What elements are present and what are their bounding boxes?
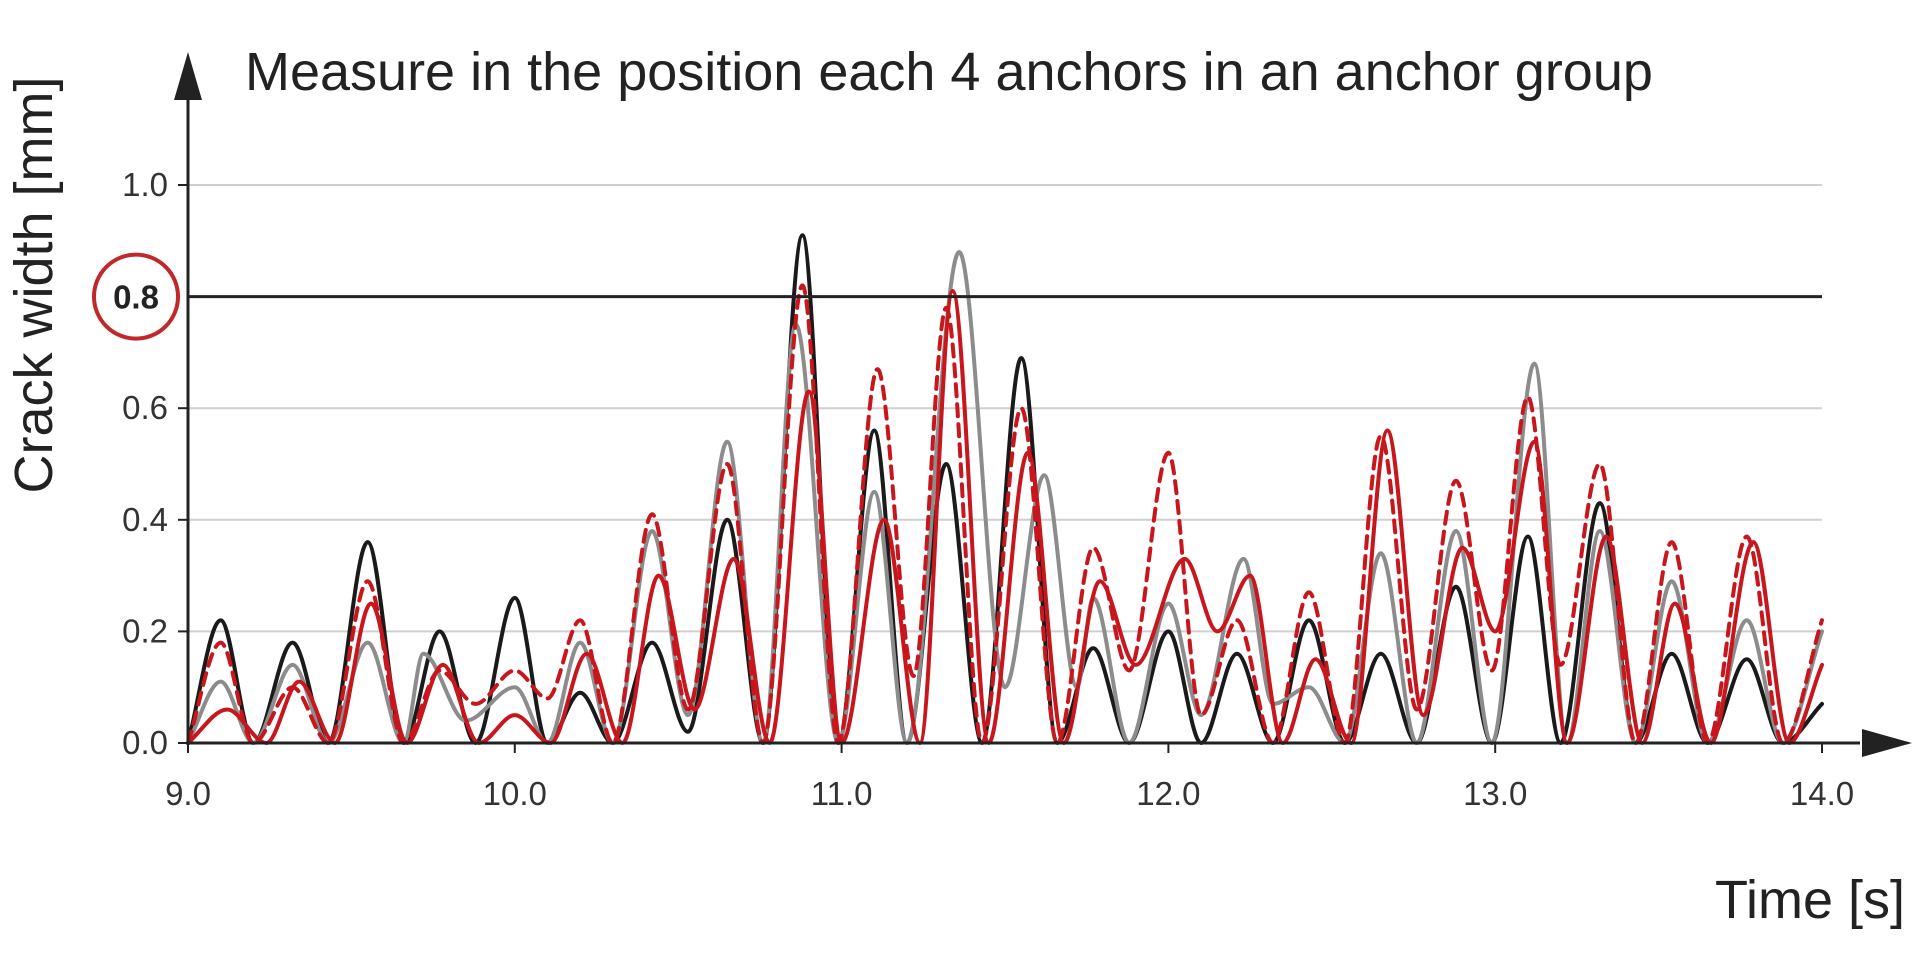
highlight-circle — [92, 252, 180, 341]
x-tick-label: 13.0 — [1463, 775, 1527, 812]
x-tick-label: 12.0 — [1136, 775, 1200, 812]
x-axis-arrow-icon — [1862, 729, 1912, 757]
chart-title: Measure in the position each 4 anchors i… — [245, 42, 1653, 102]
x-tick-label: 11.0 — [811, 775, 873, 812]
grid-lines — [188, 184, 1822, 633]
axes — [174, 52, 1912, 757]
series-line-1 — [186, 233, 1824, 745]
y-tick-label: 0.2 — [122, 612, 168, 649]
y-tick-label: 0.0 — [122, 724, 168, 761]
y-tick-label: 0.6 — [122, 389, 168, 426]
tick-labels: 0.0 0.2 0.4 0.6 1.0 9.0 10.0 11.0 12.0 13.0 14.0 — [122, 166, 1854, 812]
y-tick-label: 1.0 — [122, 166, 168, 203]
y-axis-title: Crack width [mm] — [4, 76, 64, 493]
reference-line-group: 0.8 — [92, 252, 1822, 341]
x-tick-label: 9.0 — [165, 775, 211, 812]
series-line-4 — [186, 289, 1824, 745]
reference-label: 0.8 — [113, 279, 159, 316]
x-axis-title: Time [s] — [1715, 870, 1905, 930]
y-axis-arrow-icon — [174, 52, 202, 100]
y-tick-label: 0.4 — [122, 501, 168, 538]
x-tick-label: 14.0 — [1790, 775, 1854, 812]
x-tick-label: 10.0 — [483, 775, 547, 812]
series-lines — [186, 233, 1824, 745]
